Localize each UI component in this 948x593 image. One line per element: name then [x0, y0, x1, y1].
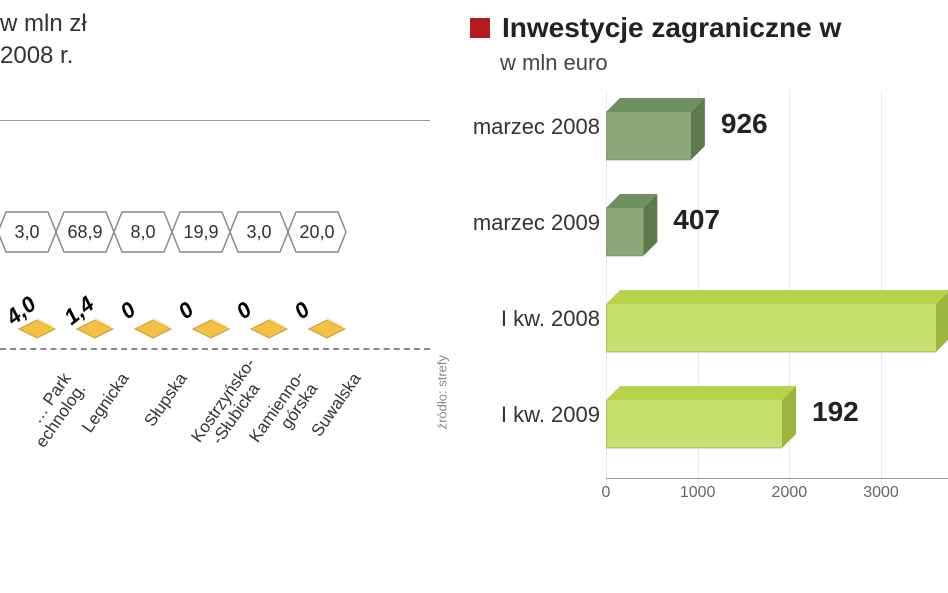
bar-row: I kw. 2009 192	[440, 378, 948, 448]
hex-badge: 20,0	[286, 210, 348, 254]
right-chart-panel: Inwestycje zagraniczne w w mln euro 0 100…	[440, 0, 948, 593]
category-label: Słupska	[130, 370, 191, 446]
left-year-label: 2008 r.	[0, 42, 87, 70]
hex-value: 19,9	[183, 222, 218, 243]
bar-3d	[606, 194, 659, 263]
diamond-icon	[191, 318, 231, 345]
hex-badge: 3,0	[0, 210, 58, 254]
bullet-square-icon	[470, 18, 490, 38]
bar-category-label: marzec 2008	[473, 114, 600, 140]
x-tick-label: 0	[602, 484, 611, 502]
x-tick-label: 1000	[680, 484, 716, 502]
left-header: w mln zł 2008 r.	[0, 10, 87, 70]
hex-value: 20,0	[299, 222, 334, 243]
left-divider-line	[0, 120, 430, 121]
diamond-icon	[133, 318, 173, 345]
hex-badge: 68,9	[54, 210, 116, 254]
bar-value-label: 192	[812, 396, 859, 428]
bar-row: marzec 2008 926	[440, 90, 948, 160]
diamond-icon	[75, 318, 115, 345]
x-tick-label: 3000	[863, 484, 899, 502]
bar-row: marzec 2009 407	[440, 186, 948, 256]
x-axis-line	[606, 478, 948, 479]
category-label: Suwalska	[304, 370, 365, 446]
x-axis: 0100020003000	[606, 484, 936, 514]
category-label: Kostrzyńsko--Słubicka	[188, 370, 263, 456]
hexagon-row: 3,0 68,9 8,0 19,9 3,0 20,0	[0, 210, 348, 254]
x-tick-label: 2000	[772, 484, 808, 502]
right-title: Inwestycje zagraniczne w	[502, 12, 841, 44]
bar-3d	[606, 290, 948, 359]
hex-value: 3,0	[14, 222, 39, 243]
bar-row: I kw. 2008	[440, 282, 948, 352]
diamond-icon	[17, 318, 57, 345]
bar-category-label: marzec 2009	[473, 210, 600, 236]
category-label: … Parkechnolog.	[14, 370, 89, 456]
horizontal-bar-chart: 0 1000 2000 3000 marzec 2008 926 marzec 2009 4…	[440, 90, 948, 550]
baseline-dashed	[0, 348, 430, 350]
hex-value: 8,0	[130, 222, 155, 243]
diamond-icon	[249, 318, 289, 345]
bar-value-label: 926	[721, 108, 768, 140]
bar-category-label: I kw. 2009	[501, 402, 600, 428]
right-title-row: Inwestycje zagraniczne w	[470, 12, 841, 44]
hex-badge: 19,9	[170, 210, 232, 254]
bar-category-label: I kw. 2008	[501, 306, 600, 332]
bar-3d	[606, 98, 707, 167]
bar-value-label: 407	[673, 204, 720, 236]
category-label: Legnicka	[72, 370, 133, 446]
hex-badge: 8,0	[112, 210, 174, 254]
bar-3d	[606, 386, 798, 455]
diamond-icon	[307, 318, 347, 345]
hex-value: 3,0	[246, 222, 271, 243]
left-chart-panel: w mln zł 2008 r. 3,0 68,9 8,0 19,9 3,0 20,0 4…	[0, 0, 440, 593]
hex-value: 68,9	[67, 222, 102, 243]
category-label: Kamienno-górska	[246, 370, 321, 456]
right-subtitle: w mln euro	[500, 50, 608, 76]
left-unit-label: w mln zł	[0, 10, 87, 38]
hex-badge: 3,0	[228, 210, 290, 254]
value-row: 4,01,40000	[0, 275, 430, 345]
